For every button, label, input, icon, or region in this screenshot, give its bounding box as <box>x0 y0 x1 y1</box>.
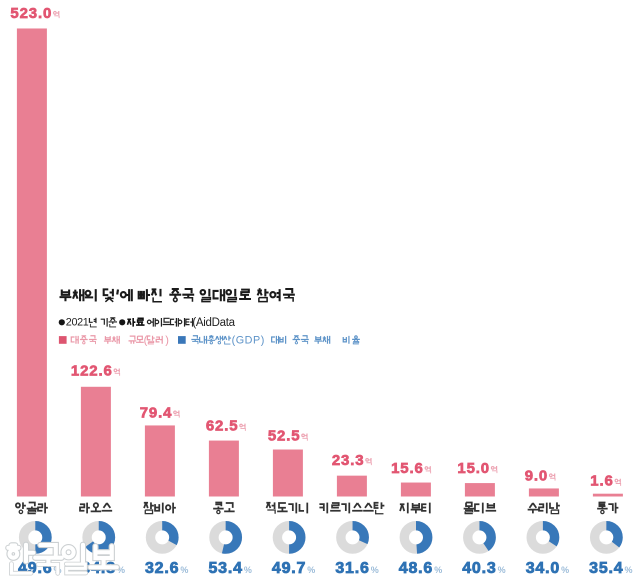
svg-text:52.5: 52.5 <box>268 428 301 445</box>
svg-text:122.6: 122.6 <box>71 362 113 379</box>
svg-text:%: % <box>180 565 188 575</box>
svg-text:(AidData: (AidData <box>192 317 235 329</box>
svg-text:9.0: 9.0 <box>525 467 548 484</box>
svg-text:523.0: 523.0 <box>10 5 52 22</box>
svg-text:%: % <box>434 565 442 575</box>
svg-text:79.4: 79.4 <box>140 404 173 421</box>
svg-text:(: ( <box>144 335 148 347</box>
svg-text:62.5: 62.5 <box>206 418 239 435</box>
svg-text:15.0: 15.0 <box>457 460 490 477</box>
svg-text:53.4: 53.4 <box>208 560 242 577</box>
svg-text:%: % <box>117 565 125 575</box>
svg-text:15.6: 15.6 <box>391 460 424 477</box>
svg-text:35.4: 35.4 <box>589 560 623 577</box>
svg-text:31.6: 31.6 <box>335 560 369 577</box>
svg-text:34.0: 34.0 <box>526 560 560 577</box>
svg-text:%: % <box>371 565 379 575</box>
svg-text:23.3: 23.3 <box>332 452 365 469</box>
svg-text:): ) <box>165 335 169 347</box>
svg-text:%: % <box>307 565 315 575</box>
svg-text:%: % <box>625 565 633 575</box>
svg-text:(GDP): (GDP) <box>232 335 265 347</box>
svg-text:40.3: 40.3 <box>462 560 496 577</box>
svg-text:%: % <box>561 565 569 575</box>
svg-text:48.6: 48.6 <box>399 560 433 577</box>
svg-text:2021: 2021 <box>66 317 89 329</box>
svg-text:%: % <box>244 565 252 575</box>
svg-text:32.6: 32.6 <box>145 560 179 577</box>
svg-text:1.6: 1.6 <box>590 473 613 490</box>
svg-text:%: % <box>498 565 506 575</box>
svg-text:49.7: 49.7 <box>272 560 306 577</box>
